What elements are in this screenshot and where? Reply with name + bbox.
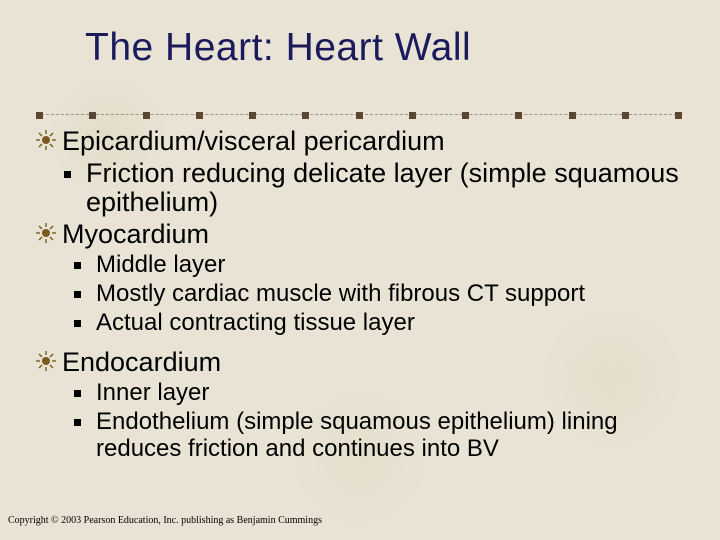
bullet-item: Inner layer bbox=[36, 380, 690, 407]
section-heading-text: Myocardium bbox=[62, 219, 209, 249]
section-heading-text: Epicardium/visceral pericardium bbox=[62, 126, 445, 156]
divider-dot bbox=[196, 112, 203, 119]
page-title: The Heart: Heart Wall bbox=[85, 26, 471, 70]
sun-icon bbox=[36, 351, 56, 371]
divider-dot bbox=[409, 112, 416, 119]
divider-dot bbox=[89, 112, 96, 119]
section-heading-text: Endocardium bbox=[62, 347, 221, 377]
divider-dot bbox=[515, 112, 522, 119]
copyright-text: Copyright © 2003 Pearson Education, Inc.… bbox=[8, 515, 322, 526]
divider-dot bbox=[675, 112, 682, 119]
divider-dot bbox=[143, 112, 150, 119]
section-heading: Myocardium bbox=[36, 219, 690, 250]
divider-dot bbox=[569, 112, 576, 119]
divider-dot bbox=[622, 112, 629, 119]
divider-dot bbox=[249, 112, 256, 119]
section-heading: Endocardium bbox=[36, 347, 690, 378]
divider-dot bbox=[462, 112, 469, 119]
sun-icon bbox=[36, 130, 56, 150]
section-gap bbox=[36, 339, 690, 347]
bullet-item: Actual contracting tissue layer bbox=[36, 310, 690, 337]
bullet-item: Middle layer bbox=[36, 252, 690, 279]
sun-icon bbox=[36, 223, 56, 243]
divider-dot bbox=[302, 112, 309, 119]
section-heading: Epicardium/visceral pericardium bbox=[36, 126, 690, 157]
content-area: Epicardium/visceral pericardiumFriction … bbox=[36, 126, 690, 465]
bullet-item: Mostly cardiac muscle with fibrous CT su… bbox=[36, 281, 690, 308]
divider-dot bbox=[356, 112, 363, 119]
bullet-item: Endothelium (simple squamous epithelium)… bbox=[36, 409, 690, 463]
divider-dot bbox=[36, 112, 43, 119]
divider bbox=[36, 112, 682, 118]
bullet-item: Friction reducing delicate layer (simple… bbox=[36, 159, 690, 217]
